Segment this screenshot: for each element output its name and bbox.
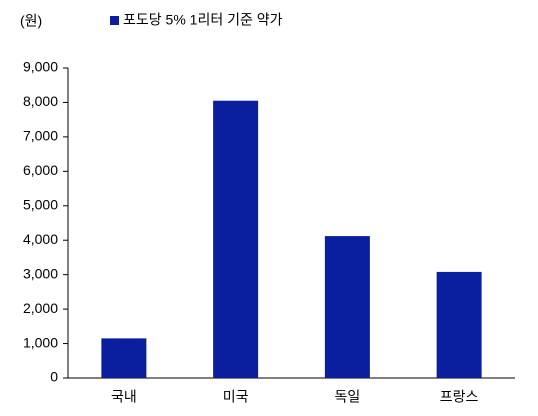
y-tick-label: 1,000 (23, 334, 58, 350)
x-tick-label: 국내 (111, 389, 137, 405)
legend-swatch (110, 16, 119, 25)
y-axis-label: (원) (20, 13, 42, 29)
bar (324, 236, 370, 378)
y-tick-label: 0 (50, 369, 58, 385)
y-tick-label: 8,000 (23, 93, 58, 109)
y-tick-label: 5,000 (23, 196, 58, 212)
y-tick-label: 2,000 (23, 300, 58, 316)
x-tick-label: 미국 (223, 389, 249, 405)
bar (213, 100, 259, 378)
y-tick-label: 9,000 (23, 59, 58, 75)
bar (101, 338, 147, 378)
y-tick-label: 3,000 (23, 265, 58, 281)
bar (436, 271, 482, 378)
y-tick-label: 7,000 (23, 128, 58, 144)
x-tick-label: 독일 (334, 389, 360, 405)
y-tick-label: 6,000 (23, 162, 58, 178)
x-tick-label: 프랑스 (440, 389, 479, 405)
legend-label: 포도당 5% 1리터 기준 약가 (123, 12, 283, 28)
y-tick-label: 4,000 (23, 231, 58, 247)
